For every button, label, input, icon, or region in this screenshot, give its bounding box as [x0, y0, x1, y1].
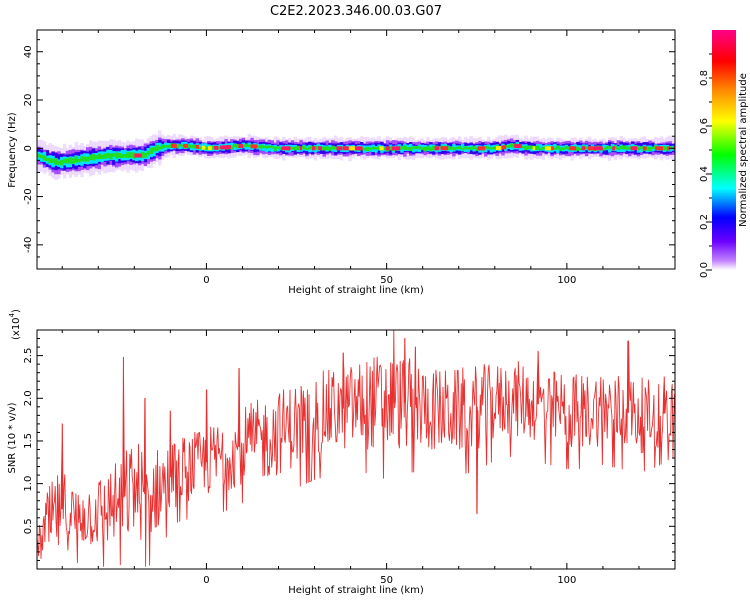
colorbar-tick-label: 0.2 [699, 214, 710, 230]
snr-y-tick-label: 0.5 [23, 518, 34, 534]
spectrogram-ticks: 0 50 100 -40 -20 0 20 40 [23, 30, 676, 286]
colorbar-tick-label: 0.4 [699, 166, 710, 182]
snr-ticks: 0 50 100 0.5 1.0 1.5 2.0 2.5 [23, 330, 676, 586]
spectrogram-y-tick-label: 20 [23, 94, 34, 107]
colorbar-label: Normalized spectral amplitude [738, 73, 749, 227]
snr-y-tick-label: 1.5 [23, 433, 34, 449]
snr-y-tick-label: 1.0 [23, 476, 34, 492]
spectrogram-frame [36, 29, 676, 270]
colorbar-tick-label: 0.8 [699, 70, 710, 86]
colorbar: 0.0 0.2 0.4 0.6 0.8 Normalized spectral ampl… [699, 30, 749, 278]
spectrogram-heatmap [37, 130, 675, 180]
snr-scale-label: (x10 [11, 317, 22, 340]
snr-scale-close: ) [11, 309, 22, 313]
snr-x-axis-label: Height of straight line (km) [288, 585, 424, 596]
spectrogram-x-tick-label: 0 [203, 275, 209, 286]
svg-text:(x104): (x104) [8, 309, 22, 340]
spectrogram-y-axis-label: Frequency (Hz) [7, 112, 18, 188]
snr-y-axis-label: SNR (10 * v/v) [7, 402, 18, 473]
snr-panel: 0 50 100 0.5 1.0 1.5 2.0 2.5 Height of straight… [7, 309, 676, 596]
spectrogram-x-axis-label: Height of straight line (km) [288, 285, 424, 296]
spectrogram-y-tick-label: -20 [23, 188, 34, 204]
snr-y-tick-label: 2.0 [23, 390, 34, 406]
spectrogram-x-tick-label: 100 [557, 275, 576, 286]
colorbar-tick-label: 0.6 [699, 118, 710, 134]
colorbar-gradient [712, 30, 736, 270]
spectrogram-peaks [134, 143, 675, 158]
snr-y-tick-label: 2.5 [23, 348, 34, 364]
spectrogram-panel: 0 50 100 -40 -20 0 20 40 Height of straight lin… [7, 29, 676, 296]
snr-series-line [37, 330, 675, 567]
spectrogram-x-tick-label: 50 [380, 275, 393, 286]
colorbar-tick-label: 0.0 [699, 262, 710, 278]
snr-x-tick-label: 100 [557, 575, 576, 586]
snr-line [37, 330, 675, 567]
spectrogram-y-tick-label: 0 [23, 145, 34, 151]
spectrogram-y-tick-label: -40 [23, 237, 34, 253]
snr-x-tick-label: 0 [203, 575, 209, 586]
snr-scale-factor: (x104) [8, 309, 22, 340]
colorbar-ticks: 0.0 0.2 0.4 0.6 0.8 [699, 53, 712, 278]
snr-x-tick-label: 50 [380, 575, 393, 586]
snr-scale-exponent: 4 [8, 312, 16, 317]
figure-title: C2E2.2023.346.00.03.G07 [270, 4, 442, 19]
spectrogram-y-tick-label: 40 [23, 45, 34, 58]
